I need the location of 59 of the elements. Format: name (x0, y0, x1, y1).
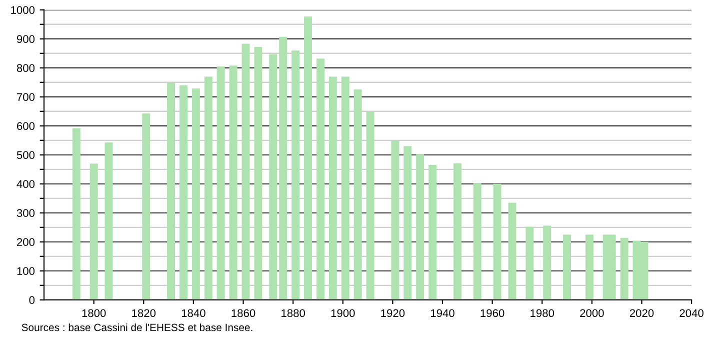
bar (254, 46, 262, 300)
y-tick-label: 1000 (11, 6, 35, 14)
x-tick-label: 2000 (580, 309, 604, 318)
bar (508, 202, 516, 300)
bar (90, 164, 98, 300)
x-tick-label: 1840 (182, 309, 206, 318)
x-tick-label: 1920 (381, 309, 405, 318)
bar (104, 142, 113, 300)
bar (180, 85, 188, 300)
bar (216, 66, 225, 300)
bar (192, 88, 200, 300)
bar (328, 76, 337, 300)
x-tick-label: 1900 (331, 309, 355, 318)
x-tick-label: 1980 (530, 309, 554, 318)
bar (526, 226, 534, 300)
x-tick-label: 2020 (630, 309, 654, 318)
bar (292, 50, 300, 300)
bar (416, 154, 424, 300)
x-tick-label: 1860 (232, 309, 256, 318)
y-tick-label: 800 (16, 64, 35, 72)
bar (229, 66, 238, 300)
bar (269, 54, 278, 300)
bar (391, 140, 400, 300)
bar (142, 113, 150, 300)
y-tick-label: 200 (17, 238, 35, 246)
bar (543, 226, 552, 300)
bar (304, 16, 312, 300)
y-tick-label: 300 (16, 209, 35, 218)
y-tick-label: 900 (16, 35, 35, 43)
x-tick-label: 1960 (480, 309, 504, 318)
bar (404, 146, 412, 300)
bar (493, 184, 502, 300)
bar (204, 76, 212, 300)
x-tick-label: 1800 (82, 309, 106, 318)
y-tick-label: 100 (17, 267, 35, 276)
bar (279, 36, 288, 300)
bar (620, 238, 628, 300)
source-note: Sources : base Cassini de l'EHESS et base Insee. (22, 323, 252, 332)
y-tick-label: 400 (16, 180, 35, 188)
bar (473, 183, 482, 300)
bar (585, 234, 594, 300)
y-tick-label: 700 (17, 93, 35, 101)
bar (167, 82, 176, 300)
bar (453, 163, 462, 300)
bar (242, 44, 250, 300)
x-tick-label: 1820 (132, 309, 156, 318)
bar (354, 89, 362, 300)
bar (316, 58, 324, 300)
bar (341, 76, 350, 300)
bar (428, 165, 437, 300)
y-tick-label: 0 (29, 296, 35, 304)
x-tick-label: 1940 (430, 309, 454, 318)
x-tick-label: 2040 (680, 309, 704, 318)
y-tick-label: 500 (16, 151, 35, 160)
bar (72, 128, 80, 300)
y-tick-label: 600 (17, 122, 35, 130)
bar (366, 112, 374, 300)
bar (563, 234, 571, 300)
x-tick-label: 1880 (282, 309, 305, 318)
